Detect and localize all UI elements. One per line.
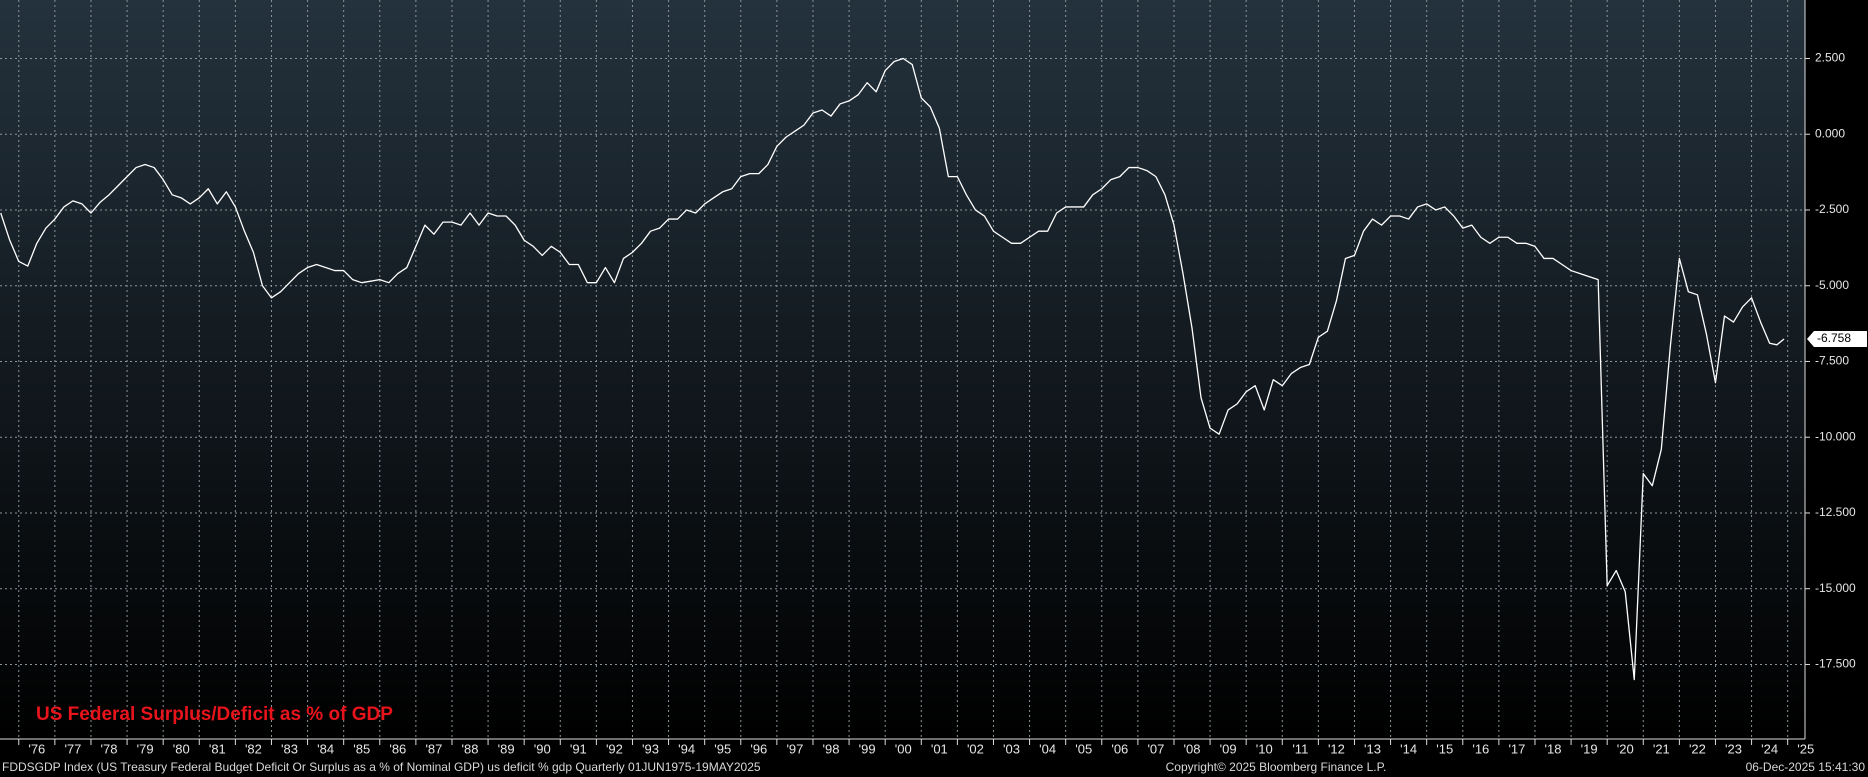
x-tick-label: '78 xyxy=(101,741,118,756)
y-tick-label: -12.500 xyxy=(1815,505,1856,519)
x-tick-label: '99 xyxy=(859,741,876,756)
x-tick-label: '97 xyxy=(786,741,803,756)
x-tick-label: '77 xyxy=(64,741,81,756)
x-tick-label: '85 xyxy=(353,741,370,756)
x-tick-label: '92 xyxy=(606,741,623,756)
x-tick-label: '94 xyxy=(678,741,695,756)
y-tick-label: -2.500 xyxy=(1815,202,1849,216)
x-tick-label: '16 xyxy=(1472,741,1489,756)
chart-title: US Federal Surplus/Deficit as % of GDP xyxy=(36,704,393,725)
y-tick-label: 2.500 xyxy=(1815,51,1845,65)
x-tick-label: '87 xyxy=(425,741,442,756)
x-tick-label: '14 xyxy=(1400,741,1417,756)
x-tick-label: '10 xyxy=(1256,741,1273,756)
x-tick-label: '17 xyxy=(1508,741,1525,756)
x-tick-label: '19 xyxy=(1581,741,1598,756)
x-tick-label: '86 xyxy=(389,741,406,756)
x-tick-label: '04 xyxy=(1039,741,1056,756)
y-tick-label: -7.500 xyxy=(1815,354,1849,368)
x-tick-label: '91 xyxy=(570,741,587,756)
x-tick-label: '05 xyxy=(1075,741,1092,756)
x-tick-label: '81 xyxy=(209,741,226,756)
x-tick-label: '82 xyxy=(245,741,262,756)
timestamp: 06-Dec-2025 15:41:30 xyxy=(1746,760,1866,774)
x-tick-label: '08 xyxy=(1184,741,1201,756)
x-tick-label: '96 xyxy=(750,741,767,756)
x-tick-label: '03 xyxy=(1003,741,1020,756)
y-tick-label: 0.000 xyxy=(1815,126,1845,140)
x-tick-label: '95 xyxy=(714,741,731,756)
series-line xyxy=(0,57,1785,681)
x-tick-label: '06 xyxy=(1111,741,1128,756)
y-tick-label: -15.000 xyxy=(1815,581,1856,595)
y-tick-label: -5.000 xyxy=(1815,278,1849,292)
x-tick-label: '07 xyxy=(1147,741,1164,756)
plot-background xyxy=(0,0,1805,739)
y-tick-label: -10.000 xyxy=(1815,429,1856,443)
x-tick-label: '02 xyxy=(967,741,984,756)
copyright: Copyright© 2025 Bloomberg Finance L.P. xyxy=(1166,760,1387,774)
x-tick-label: '23 xyxy=(1725,741,1742,756)
grid xyxy=(0,0,1805,739)
x-tick-label: '20 xyxy=(1617,741,1634,756)
x-tick-label: '11 xyxy=(1292,741,1308,756)
x-tick-label: '98 xyxy=(823,741,840,756)
x-tick-label: '80 xyxy=(173,741,190,756)
x-tick-label: '21 xyxy=(1653,741,1670,756)
x-tick-label: '76 xyxy=(28,741,45,756)
axis-background xyxy=(1805,0,1868,777)
last-value-tag xyxy=(1807,330,1867,347)
last-value-label: -6.758 xyxy=(1817,331,1851,345)
y-tick-label: -17.500 xyxy=(1815,657,1856,671)
x-tick-label: '09 xyxy=(1220,741,1237,756)
x-tick-label: '88 xyxy=(462,741,479,756)
x-tick-label: '15 xyxy=(1436,741,1453,756)
x-tick-label: '01 xyxy=(931,741,948,756)
x-tick-label: '83 xyxy=(281,741,298,756)
x-tick-label: '79 xyxy=(137,741,154,756)
x-tick-label: '90 xyxy=(534,741,551,756)
x-tick-label: '22 xyxy=(1689,741,1706,756)
source-note: FDDSGDP Index (US Treasury Federal Budge… xyxy=(2,760,761,774)
x-tick-label: '13 xyxy=(1364,741,1381,756)
x-tick-label: '93 xyxy=(642,741,659,756)
x-tick-label: '89 xyxy=(498,741,515,756)
x-tick-label: '24 xyxy=(1761,741,1778,756)
x-tick-label: '00 xyxy=(895,741,912,756)
x-tick-label: '25 xyxy=(1797,741,1814,756)
x-tick-label: '18 xyxy=(1545,741,1562,756)
marks xyxy=(0,57,1785,681)
x-tick-label: '12 xyxy=(1328,741,1345,756)
x-tick-label: '84 xyxy=(317,741,334,756)
